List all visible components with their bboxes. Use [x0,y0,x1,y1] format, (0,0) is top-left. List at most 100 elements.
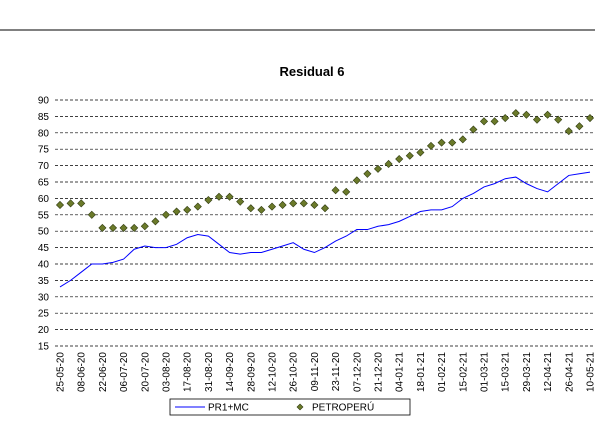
x-tick-label: 17-08-20 [183,352,194,392]
marker [575,122,584,131]
y-tick-label: 45 [38,243,50,254]
marker [448,138,457,147]
marker [564,127,573,136]
marker [554,115,563,124]
y-tick-label: 90 [38,96,50,107]
marker [532,115,542,124]
marker [183,205,192,214]
x-tick-label: 29-03-21 [522,352,533,392]
marker [225,192,234,201]
marker [490,117,499,126]
x-tick-label: 14-09-20 [225,352,236,392]
marker [405,151,414,160]
x-tick-label: 06-07-20 [119,352,130,392]
marker [172,207,181,216]
marker [299,199,308,208]
x-tick-label: 07-12-20 [352,352,363,392]
x-tick-label: 08-06-20 [77,352,88,392]
marker [585,114,595,123]
line [59,171,591,288]
x-tick-label: 12-04-21 [543,352,554,392]
y-tick-label: 25 [38,309,50,320]
marker [246,204,255,213]
marker [77,199,86,208]
marker [289,199,298,208]
y-tick-label: 70 [38,161,50,172]
marker [352,176,361,185]
x-tick-label: 22-06-20 [98,352,109,392]
x-tick-label: 09-11-20 [310,352,321,392]
x-tick-label: 03-08-20 [162,352,173,392]
marker [501,114,510,123]
marker [469,125,478,134]
marker [416,148,425,157]
marker [373,164,383,173]
marker [108,223,118,232]
marker [204,196,213,205]
y-tick-label: 35 [38,276,50,287]
marker [119,223,128,232]
chart-title: Residual 6 [279,64,344,79]
x-tick-label: 21-12-20 [374,352,385,392]
x-tick-label: 23-11-20 [331,352,342,392]
x-tick-label: 25-05-20 [56,352,67,392]
x-tick-label: 15-03-21 [501,352,512,392]
marker [161,210,171,219]
y-tick-label: 80 [38,128,50,139]
marker [257,205,266,214]
legend-label: PETROPERÚ [312,401,374,414]
x-tick-label: 12-10-20 [268,352,279,392]
marker [479,117,489,126]
marker [140,222,149,231]
marker [87,210,96,219]
marker [193,202,202,211]
y-tick-label: 15 [38,342,50,353]
marker [522,110,531,119]
marker [458,135,467,144]
marker [267,202,277,211]
marker [151,217,160,226]
x-tick-label: 18-01-21 [416,352,427,392]
marker [437,138,446,147]
y-tick-label: 85 [38,112,50,123]
x-tick-label: 31-08-20 [204,352,215,392]
x-tick-label: 10-05-21 [586,352,595,392]
y-tick-label: 60 [38,194,50,205]
marker [66,199,75,208]
marker [426,141,436,150]
marker [236,197,245,206]
x-tick-label: 01-03-21 [480,352,491,392]
x-tick-label: 26-04-21 [564,352,575,392]
legend-label: PR1+MC [208,403,249,414]
marker [278,200,287,209]
x-tick-label: 28-09-20 [246,352,257,392]
y-tick-label: 30 [38,292,50,303]
y-tick-label: 20 [38,325,50,336]
y-tick-label: 75 [38,145,50,156]
marker [320,204,330,213]
y-tick-label: 40 [38,260,50,271]
marker [511,109,520,118]
marker [331,186,340,195]
marker [363,169,372,178]
y-tick-label: 65 [38,178,50,189]
x-tick-label: 15-02-21 [458,352,469,392]
marker [395,155,404,164]
marker [130,223,139,232]
legend-box [169,398,411,416]
marker [543,110,552,119]
marker [310,200,319,209]
x-tick-label: 26-10-20 [289,352,300,392]
y-tick-label: 55 [38,210,50,221]
marker [384,159,393,168]
legend-marker [296,403,304,411]
y-tick-label: 50 [38,227,50,238]
marker [214,192,224,201]
x-tick-label: 01-02-21 [437,352,448,392]
marker [55,200,65,209]
x-tick-label: 04-01-21 [395,352,406,392]
marker [342,187,351,196]
